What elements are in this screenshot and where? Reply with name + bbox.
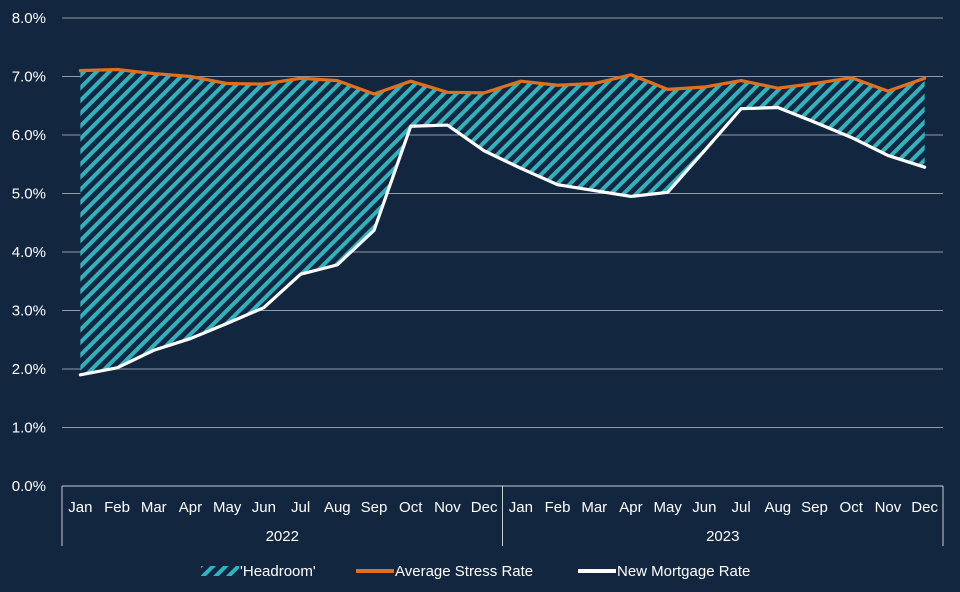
year-label: 2022 (266, 528, 299, 545)
mortgage-legend-label: New Mortgage Rate (617, 563, 750, 580)
x-tick-label: Jun (252, 499, 276, 516)
x-tick-label: Jul (732, 499, 751, 516)
x-tick-label: Jun (692, 499, 716, 516)
x-tick-label: Oct (399, 499, 423, 516)
y-tick-label: 8.0% (12, 10, 46, 27)
x-tick-label: Mar (141, 499, 167, 516)
y-tick-label: 2.0% (12, 361, 46, 378)
x-axis: Jan Feb Mar Apr May Jun Jul Aug Sep Oct Nov Dec Jan F… (61, 485, 944, 546)
y-tick-label: 4.0% (12, 244, 46, 261)
y-tick-label: 0.0% (12, 478, 46, 495)
x-tick-label: May (213, 499, 242, 516)
y-tick-label: 7.0% (12, 69, 46, 86)
x-tick-label: Sep (361, 499, 388, 516)
x-tick-label: Dec (911, 499, 938, 516)
x-tick-label: Jul (291, 499, 310, 516)
x-tick-label: Nov (875, 499, 902, 516)
x-tick-label: Aug (764, 499, 791, 516)
x-tick-label: Nov (434, 499, 461, 516)
headroom-band (80, 69, 925, 375)
x-tick-label: Mar (581, 499, 607, 516)
headroom-area (80, 69, 925, 375)
headroom-legend-label: 'Headroom' (240, 563, 316, 580)
y-tick-label: 1.0% (12, 420, 46, 437)
stress-legend-label: Average Stress Rate (395, 563, 533, 580)
average-stress-rate-line (78, 67, 927, 96)
y-tick-label: 3.0% (12, 303, 46, 320)
x-tick-label: Feb (545, 499, 571, 516)
x-tick-label: Apr (619, 499, 642, 516)
x-tick-label: May (654, 499, 683, 516)
x-tick-label: Apr (179, 499, 202, 516)
series-lines (78, 67, 927, 377)
x-tick-label: Sep (801, 499, 828, 516)
x-tick-label: Jan (68, 499, 92, 516)
new-mortgage-rate-line (78, 105, 927, 377)
x-tick-label: Jan (509, 499, 533, 516)
x-tick-label: Dec (471, 499, 498, 516)
y-tick-label: 5.0% (12, 186, 46, 203)
y-axis-tick-labels: 0.0% 1.0% 2.0% 3.0% 4.0% 5.0% 6.0% 7.0% 8.0% (12, 10, 46, 495)
y-tick-label: 6.0% (12, 127, 46, 144)
x-tick-label: Aug (324, 499, 351, 516)
x-tick-label: Oct (840, 499, 864, 516)
x-tick-label: Feb (104, 499, 130, 516)
year-label: 2023 (706, 528, 739, 545)
legend: 'Headroom' Average Stress Rate New Mortgag… (201, 563, 750, 580)
headroom-legend-swatch (201, 566, 239, 576)
